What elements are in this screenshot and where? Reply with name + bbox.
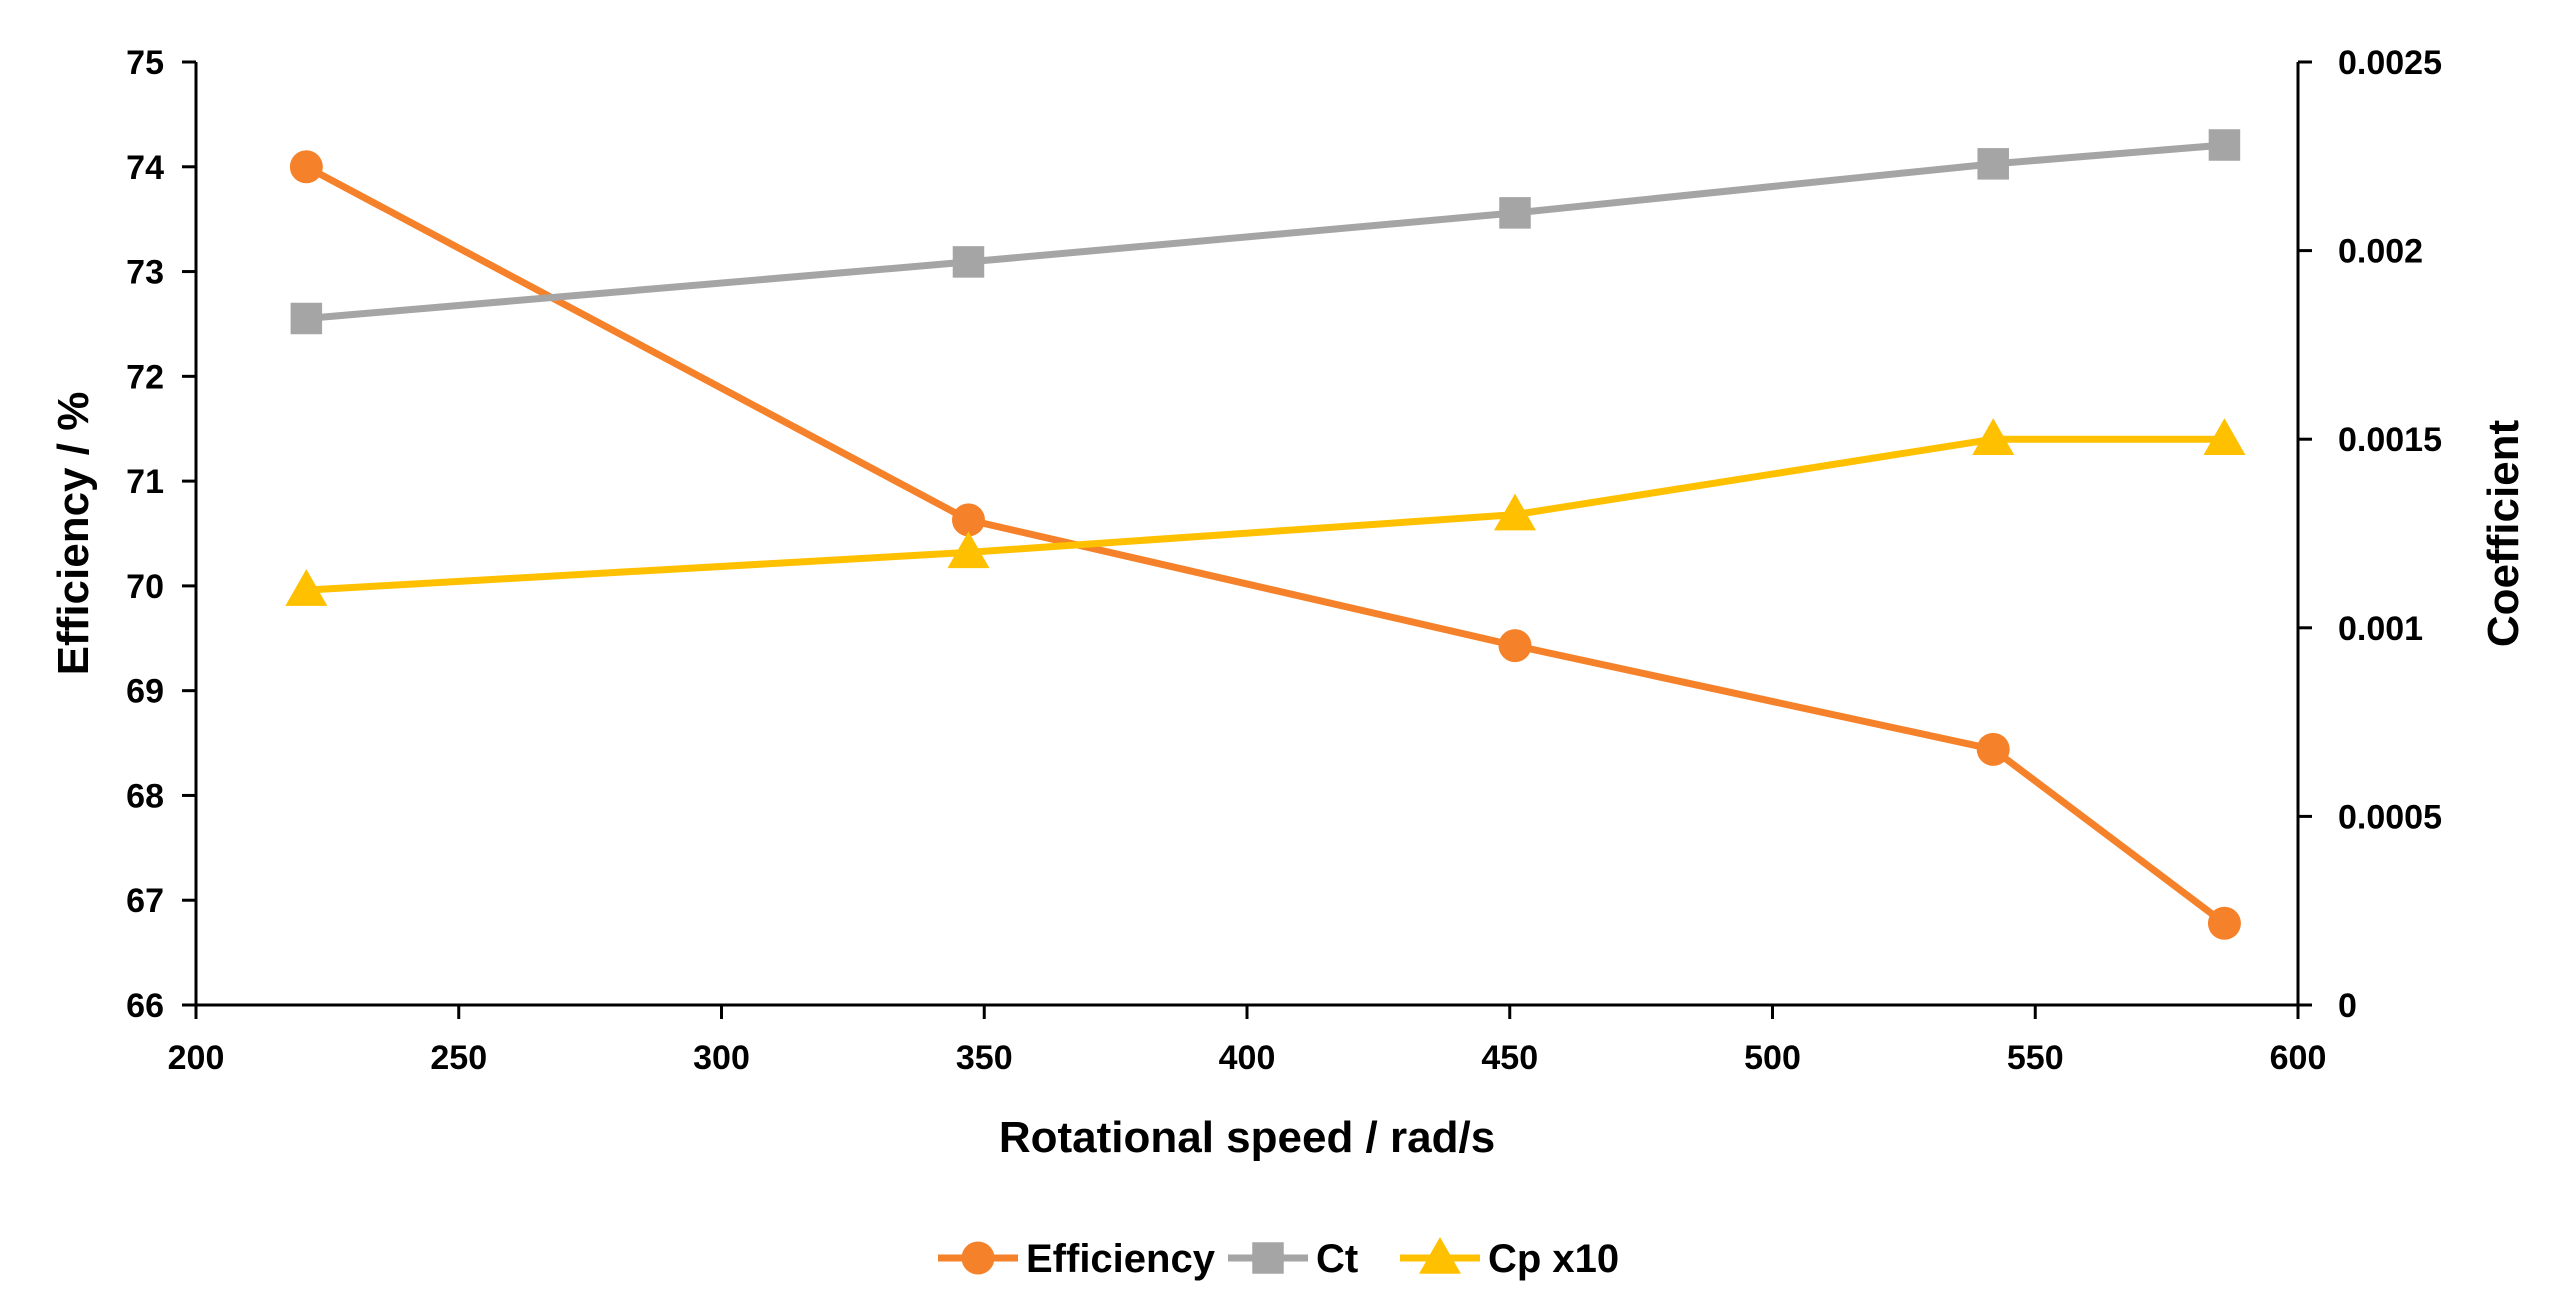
x-tick-label: 550: [2007, 1039, 2064, 1077]
y2-axis-title: Coefficient: [2479, 419, 2528, 647]
data-point-marker: [2208, 129, 2241, 161]
data-point-marker: [285, 569, 328, 606]
legend-label: Efficiency: [1026, 1237, 1216, 1281]
legend-label: Cp x10: [1488, 1237, 1619, 1281]
data-point-marker: [289, 150, 323, 184]
data-point-marker: [1252, 1242, 1284, 1274]
legend-label: Ct: [1316, 1237, 1358, 1281]
data-point-marker: [1419, 1237, 1461, 1274]
y2-tick-label: 0.002: [2338, 233, 2423, 271]
x-tick-label: 350: [956, 1039, 1013, 1077]
data-point-marker: [2207, 906, 2241, 940]
y2-tick-label: 0: [2338, 987, 2357, 1025]
ticks: 200 250 300 350 400 450 500 550 600 66 67 68 69 70 71 7…: [126, 44, 2442, 1077]
x-tick-label: 450: [1481, 1039, 1538, 1077]
y-tick-label: 66: [126, 987, 164, 1025]
y-tick-label: 73: [126, 254, 164, 292]
series-efficiency: [289, 150, 2241, 940]
data-point-marker: [951, 503, 985, 537]
data-point-marker: [290, 302, 323, 335]
x-tick-label: 600: [2270, 1039, 2327, 1077]
y-tick-label: 69: [126, 673, 164, 711]
data-point-marker: [1977, 148, 2009, 180]
data-point-marker: [961, 1241, 995, 1275]
y-tick-label: 70: [126, 568, 164, 606]
y-tick-label: 72: [126, 358, 164, 396]
y-tick-label: 75: [126, 44, 164, 82]
series-cp-x10: [285, 418, 2246, 606]
x-tick-label: 400: [1219, 1039, 1276, 1077]
y2-tick-label: 0.0005: [2338, 798, 2442, 836]
y2-tick-label: 0.0015: [2338, 421, 2442, 459]
x-tick-label: 250: [430, 1039, 487, 1077]
series-ct: [290, 129, 2241, 335]
data-point-marker: [1498, 629, 1532, 663]
y-tick-label: 67: [126, 882, 164, 920]
data-point-marker: [2203, 418, 2246, 455]
legend: Efficiency Ct Cp x10: [938, 1237, 1619, 1281]
y2-tick-label: 0.001: [2338, 610, 2423, 648]
legend-item-efficiency: Efficiency: [938, 1237, 1216, 1281]
y-axis-title: Efficiency / %: [49, 392, 98, 676]
y-tick-label: 68: [126, 777, 164, 815]
x-tick-label: 500: [1744, 1039, 1801, 1077]
data-point-marker: [1976, 732, 2010, 766]
data-point-marker: [947, 531, 990, 569]
x-tick-label: 300: [693, 1039, 750, 1077]
legend-item-ct: Ct: [1228, 1237, 1358, 1281]
data-point-marker: [1494, 493, 1537, 531]
x-axis-title: Rotational speed / rad/s: [999, 1113, 1495, 1162]
y-tick-label: 71: [126, 463, 164, 501]
data-point-marker: [1972, 418, 2015, 455]
series-line: [302, 163, 2228, 927]
y-tick-label: 74: [126, 149, 164, 187]
x-tick-label: 200: [168, 1039, 225, 1077]
data-point-marker: [952, 246, 985, 278]
series-line: [302, 141, 2228, 322]
legend-item-cp-x10: Cp x10: [1400, 1237, 1619, 1281]
series-layer: [285, 129, 2246, 940]
series-line: [302, 435, 2228, 594]
y2-tick-label: 0.0025: [2338, 44, 2442, 82]
data-point-marker: [1499, 197, 1531, 229]
